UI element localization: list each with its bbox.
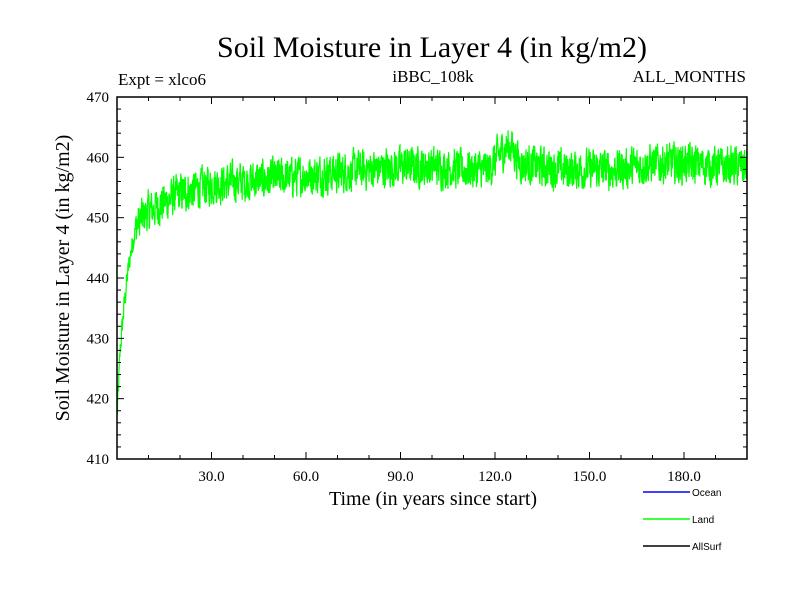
y-tick-label: 460 bbox=[87, 150, 110, 166]
y-axis: 410 420 430 440 450 460 470 bbox=[87, 90, 747, 468]
x-axis: 30.0 60.0 90.0 120.0 150.0 180.0 bbox=[148, 97, 716, 485]
x-tick-label: 30.0 bbox=[198, 469, 224, 485]
y-tick-label: 420 bbox=[87, 392, 110, 408]
y-tick-label: 430 bbox=[87, 331, 110, 347]
x-tick-label: 180.0 bbox=[667, 469, 701, 485]
legend-label-land: Land bbox=[692, 515, 714, 526]
y-tick-label: 470 bbox=[87, 90, 110, 106]
x-tick-label: 120.0 bbox=[478, 469, 512, 485]
x-tick-label: 60.0 bbox=[293, 469, 319, 485]
x-tick-label: 90.0 bbox=[387, 469, 413, 485]
x-tick-label: 150.0 bbox=[573, 469, 607, 485]
chart-title: Soil Moisture in Layer 4 (in kg/m2) bbox=[217, 31, 647, 64]
plot-frame bbox=[116, 96, 748, 460]
y-tick-label: 440 bbox=[87, 271, 110, 287]
series-line-land bbox=[117, 130, 747, 415]
period-label: ALL_MONTHS bbox=[633, 67, 746, 86]
chart-subtitle: iBBC_108k bbox=[392, 67, 474, 86]
legend-label-allsurf: AllSurf bbox=[692, 542, 722, 553]
y-tick-label: 410 bbox=[87, 452, 110, 468]
expt-label: Expt = xlco6 bbox=[118, 70, 206, 89]
legend: Ocean Land AllSurf bbox=[643, 488, 722, 553]
y-tick-label: 450 bbox=[87, 211, 110, 227]
x-axis-label: Time (in years since start) bbox=[329, 488, 537, 510]
y-axis-label: Soil Moisture in Layer 4 (in kg/m2) bbox=[52, 135, 74, 422]
legend-label-ocean: Ocean bbox=[692, 488, 721, 499]
